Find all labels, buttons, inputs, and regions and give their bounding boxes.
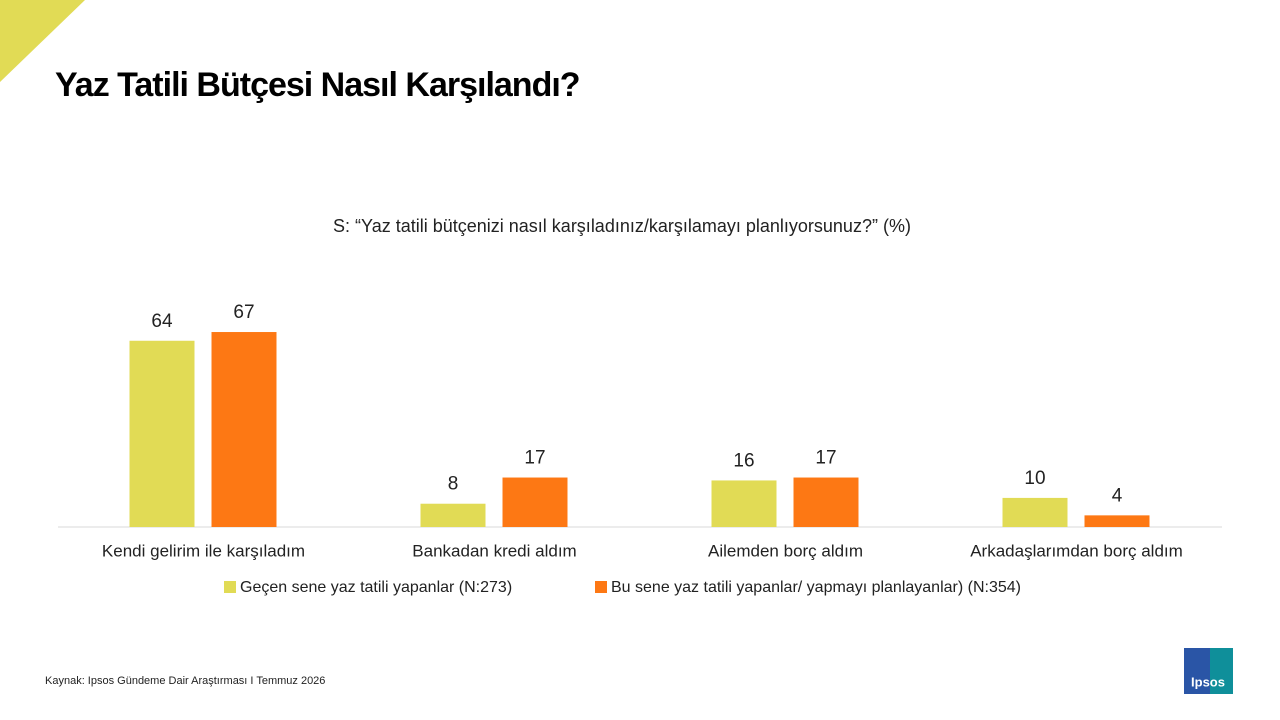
x-tick-label: Bankadan kredi aldım xyxy=(412,541,576,560)
chart-subtitle: S: “Yaz tatili bütçenizi nasıl karşıladı… xyxy=(333,216,911,236)
x-tick-label: Kendi gelirim ile karşıladım xyxy=(102,541,305,560)
bar xyxy=(1002,497,1068,527)
legend-swatch xyxy=(595,581,607,593)
bar xyxy=(711,480,777,527)
value-label: 8 xyxy=(448,474,459,495)
value-label: 67 xyxy=(233,302,254,323)
chart-title: Yaz Tatili Bütçesi Nasıl Karşılandı? xyxy=(55,66,580,104)
bar xyxy=(1084,515,1150,527)
x-tick-label: Ailemden borç aldım xyxy=(708,541,863,560)
bar xyxy=(211,332,277,527)
value-label: 64 xyxy=(151,311,173,332)
legend-label: Bu sene yaz tatili yapanlar/ yapmayı pla… xyxy=(611,579,1021,596)
source-note: Kaynak: Ipsos Gündeme Dair Araştırması I… xyxy=(45,675,325,687)
bar xyxy=(129,340,195,527)
bar xyxy=(502,477,568,527)
legend-swatch xyxy=(224,581,236,593)
value-label: 10 xyxy=(1024,468,1045,489)
corner-decoration xyxy=(0,0,85,82)
value-label: 16 xyxy=(733,450,754,471)
bar xyxy=(793,477,859,527)
bar xyxy=(420,503,486,527)
logo-box-left xyxy=(1184,648,1210,694)
value-label: 17 xyxy=(524,448,545,469)
value-label: 17 xyxy=(815,448,836,469)
x-tick-label: Arkadaşlarımdan borç aldım xyxy=(970,541,1183,560)
value-label: 4 xyxy=(1112,485,1123,506)
legend-label: Geçen sene yaz tatili yapanlar (N:273) xyxy=(240,579,512,596)
logo: Ipsos xyxy=(1191,674,1225,689)
